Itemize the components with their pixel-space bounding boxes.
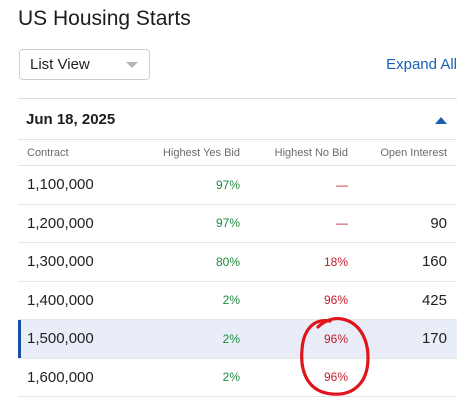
view-select[interactable]: List View — [19, 49, 150, 80]
no-bid-cell[interactable]: — — [336, 177, 348, 192]
no-bid-cell[interactable]: 18% — [323, 254, 348, 269]
yes-bid-cell[interactable]: 97% — [215, 216, 240, 231]
table-row[interactable]: 1,300,000 80% 18% 160 — [18, 243, 457, 282]
open-interest-cell: 425 — [421, 291, 447, 309]
no-bid-cell[interactable]: 96% — [323, 293, 348, 308]
chevron-up-icon[interactable] — [435, 116, 447, 124]
contract-cell: 1,100,000 — [27, 176, 94, 194]
table-row[interactable]: 1,400,000 2% 96% 425 — [18, 282, 457, 320]
contract-cell: 1,600,000 — [27, 368, 94, 386]
no-bid-cell[interactable]: — — [336, 216, 348, 231]
contract-cell: 1,400,000 — [27, 291, 94, 309]
yes-bid-cell[interactable]: 80% — [215, 254, 240, 269]
open-interest-cell: 90 — [430, 214, 447, 232]
chevron-down-icon — [126, 62, 138, 68]
open-interest-cell: 170 — [421, 330, 447, 348]
yes-bid-cell[interactable]: 2% — [222, 370, 240, 385]
yes-bid-cell[interactable]: 2% — [222, 293, 240, 308]
table-header: Contract Highest Yes Bid Highest No Bid … — [18, 140, 457, 166]
contract-cell: 1,200,000 — [27, 214, 94, 232]
yes-bid-cell[interactable]: 97% — [215, 177, 240, 192]
column-header-open-interest: Open Interest — [380, 146, 447, 159]
column-header-contract: Contract — [27, 146, 69, 159]
no-bid-cell[interactable]: 96% — [323, 331, 348, 346]
yes-bid-cell[interactable]: 2% — [222, 331, 240, 346]
view-select-value: List View — [30, 56, 90, 73]
group-date: Jun 18, 2025 — [26, 110, 116, 128]
table-row-selected[interactable]: 1,500,000 2% 96% 170 — [18, 320, 457, 359]
expand-all-link[interactable]: Expand All — [386, 56, 457, 73]
table-row[interactable]: 1,200,000 97% — 90 — [18, 205, 457, 243]
column-header-yes-bid: Highest Yes Bid — [162, 146, 240, 159]
table-row[interactable]: 1,600,000 2% 96% — [18, 359, 457, 397]
page-title: US Housing Starts — [18, 7, 191, 30]
market-group-panel: Jun 18, 2025 Contract Highest Yes Bid Hi… — [18, 98, 457, 397]
no-bid-cell[interactable]: 96% — [323, 370, 348, 385]
column-header-no-bid: Highest No Bid — [274, 146, 348, 159]
contract-cell: 1,500,000 — [27, 330, 94, 348]
open-interest-cell: 160 — [421, 253, 447, 271]
contract-cell: 1,300,000 — [27, 253, 94, 271]
group-header[interactable]: Jun 18, 2025 — [18, 99, 457, 140]
table-row[interactable]: 1,100,000 97% — — [18, 166, 457, 205]
